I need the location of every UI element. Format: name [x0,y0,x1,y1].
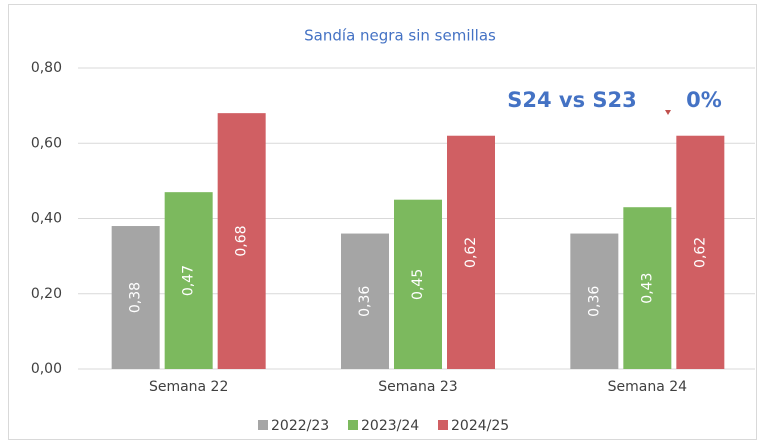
legend-swatch [438,420,448,430]
x-tick-label: Semana 23 [378,379,457,395]
y-tick-label: 0,20 [31,286,62,302]
data-label: 0,38 [128,282,144,313]
legend-label: 2022/23 [271,418,329,434]
annotation: S24 vs S23 [507,88,637,112]
bar [164,192,213,369]
data-label: 0,36 [586,286,602,317]
bar [623,207,672,369]
annotation: 0% [686,88,722,112]
data-label: 0,43 [639,273,655,304]
bar [111,226,160,369]
y-tick-label: 0,80 [31,60,62,76]
data-label: 0,45 [410,269,426,300]
legend-swatch [348,420,358,430]
x-tick-label: Semana 22 [149,379,228,395]
change-marker [665,110,671,115]
chart-title: Sandía negra sin semillas [304,27,496,45]
legend-label: 2024/25 [451,418,509,434]
bar [570,233,619,369]
legend-label: 2023/24 [361,418,419,434]
bar [676,135,725,369]
data-label: 0,68 [234,225,250,256]
legend-swatch [258,420,268,430]
data-label: 0,47 [181,265,197,296]
bar [341,233,389,369]
data-label: 0,62 [463,237,479,268]
y-tick-label: 0,00 [31,361,62,377]
y-tick-label: 0,60 [31,135,62,151]
data-label: 0,36 [357,286,373,317]
data-label: 0,62 [692,237,708,268]
y-tick-label: 0,40 [31,211,62,227]
bar [394,199,442,369]
bar [447,135,495,369]
x-tick-label: Semana 24 [608,379,688,395]
bar [217,113,266,370]
